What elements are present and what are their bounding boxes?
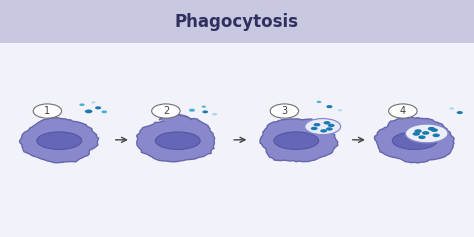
Circle shape bbox=[456, 111, 463, 114]
Text: Phagocytosis: Phagocytosis bbox=[175, 13, 299, 31]
Circle shape bbox=[189, 148, 191, 149]
Circle shape bbox=[432, 133, 440, 137]
Circle shape bbox=[326, 127, 333, 131]
Circle shape bbox=[410, 148, 412, 149]
Circle shape bbox=[33, 104, 62, 118]
Circle shape bbox=[424, 136, 426, 137]
Circle shape bbox=[320, 129, 327, 132]
Circle shape bbox=[79, 104, 84, 106]
Ellipse shape bbox=[37, 132, 82, 150]
Circle shape bbox=[91, 101, 95, 104]
Circle shape bbox=[296, 146, 298, 147]
Circle shape bbox=[324, 121, 330, 124]
Circle shape bbox=[189, 109, 195, 112]
Circle shape bbox=[95, 106, 101, 109]
Circle shape bbox=[54, 130, 56, 131]
Circle shape bbox=[160, 107, 165, 109]
Circle shape bbox=[101, 110, 107, 113]
Circle shape bbox=[328, 124, 335, 127]
Circle shape bbox=[432, 130, 434, 131]
Circle shape bbox=[166, 128, 168, 129]
Circle shape bbox=[326, 105, 333, 108]
Circle shape bbox=[418, 135, 426, 139]
Text: 3: 3 bbox=[282, 106, 287, 116]
Circle shape bbox=[270, 104, 299, 118]
Circle shape bbox=[314, 123, 320, 126]
Circle shape bbox=[85, 109, 92, 113]
Ellipse shape bbox=[392, 132, 437, 150]
Wedge shape bbox=[159, 114, 192, 122]
Circle shape bbox=[212, 113, 217, 116]
FancyBboxPatch shape bbox=[0, 0, 474, 43]
Circle shape bbox=[428, 127, 435, 131]
Circle shape bbox=[396, 130, 397, 131]
Circle shape bbox=[449, 107, 454, 110]
Circle shape bbox=[301, 134, 302, 135]
Text: 4: 4 bbox=[400, 106, 406, 116]
Circle shape bbox=[422, 131, 429, 135]
Circle shape bbox=[201, 106, 206, 108]
Circle shape bbox=[430, 128, 438, 132]
Circle shape bbox=[414, 129, 422, 133]
Circle shape bbox=[178, 137, 180, 138]
Circle shape bbox=[75, 148, 77, 149]
Text: 2: 2 bbox=[163, 106, 169, 116]
Circle shape bbox=[202, 110, 208, 113]
Ellipse shape bbox=[274, 132, 319, 150]
Circle shape bbox=[68, 130, 70, 131]
Ellipse shape bbox=[155, 132, 200, 150]
Polygon shape bbox=[374, 117, 454, 163]
Ellipse shape bbox=[405, 124, 448, 143]
Circle shape bbox=[312, 144, 314, 145]
Circle shape bbox=[38, 137, 40, 138]
Circle shape bbox=[405, 143, 407, 144]
Circle shape bbox=[311, 127, 318, 130]
Circle shape bbox=[277, 145, 279, 146]
Circle shape bbox=[152, 104, 180, 118]
Circle shape bbox=[180, 143, 182, 144]
Circle shape bbox=[287, 140, 289, 141]
Circle shape bbox=[317, 101, 321, 103]
Circle shape bbox=[187, 130, 189, 131]
Circle shape bbox=[403, 148, 405, 149]
Circle shape bbox=[300, 131, 301, 132]
Circle shape bbox=[409, 127, 410, 128]
Polygon shape bbox=[19, 118, 99, 163]
Circle shape bbox=[295, 128, 297, 129]
Circle shape bbox=[389, 104, 417, 118]
Circle shape bbox=[278, 143, 280, 144]
Polygon shape bbox=[137, 118, 215, 162]
Ellipse shape bbox=[305, 118, 341, 135]
Polygon shape bbox=[260, 119, 338, 162]
Text: 1: 1 bbox=[45, 106, 50, 116]
Circle shape bbox=[337, 109, 342, 111]
Circle shape bbox=[284, 133, 286, 134]
Circle shape bbox=[412, 132, 420, 136]
Circle shape bbox=[169, 109, 177, 113]
